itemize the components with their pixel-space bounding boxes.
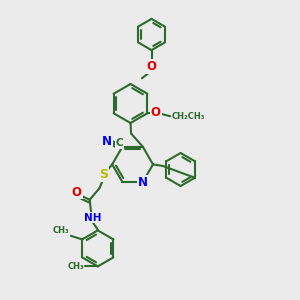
Text: CH₃: CH₃	[68, 262, 84, 271]
Text: O: O	[146, 60, 157, 74]
Text: CH₃: CH₃	[53, 226, 70, 235]
Text: O: O	[151, 106, 161, 119]
Text: N: N	[138, 176, 148, 189]
Text: O: O	[72, 185, 82, 199]
Text: NH: NH	[84, 212, 101, 223]
Text: S: S	[99, 167, 108, 181]
Text: N: N	[102, 135, 112, 148]
Text: CH₂CH₃: CH₂CH₃	[172, 112, 205, 121]
Text: C: C	[116, 138, 123, 148]
